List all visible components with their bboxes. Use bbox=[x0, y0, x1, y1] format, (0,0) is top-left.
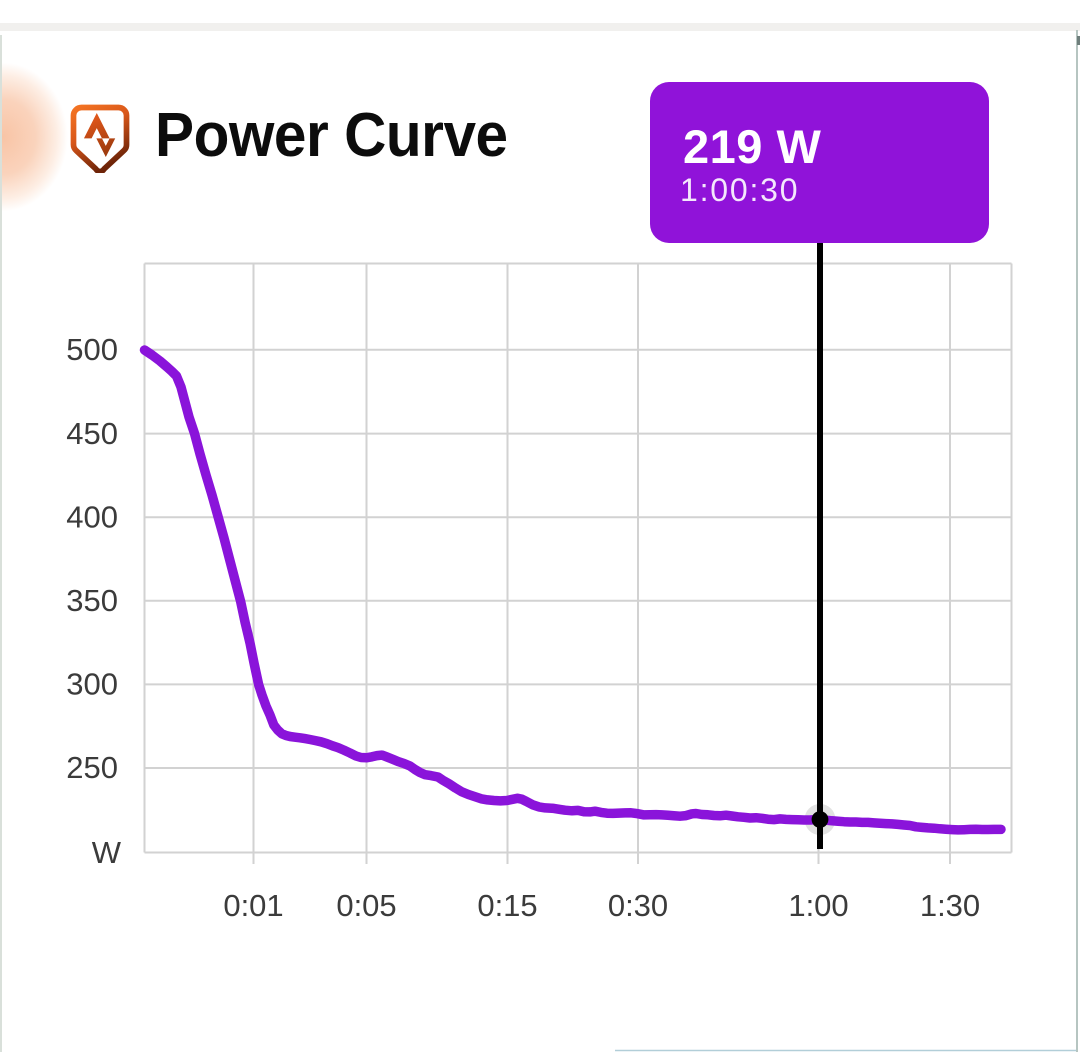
svg-text:0:01: 0:01 bbox=[223, 888, 283, 923]
svg-text:0:30: 0:30 bbox=[608, 888, 668, 923]
svg-text:W: W bbox=[92, 835, 122, 870]
svg-text:1:00: 1:00 bbox=[788, 888, 848, 923]
svg-text:500: 500 bbox=[66, 332, 118, 367]
svg-text:250: 250 bbox=[66, 750, 118, 785]
svg-text:0:15: 0:15 bbox=[477, 888, 537, 923]
svg-text:1:30: 1:30 bbox=[920, 888, 980, 923]
svg-text:400: 400 bbox=[66, 499, 118, 534]
svg-text:0:05: 0:05 bbox=[336, 888, 396, 923]
svg-text:350: 350 bbox=[66, 583, 118, 618]
svg-text:450: 450 bbox=[66, 416, 118, 451]
svg-text:300: 300 bbox=[66, 667, 118, 702]
